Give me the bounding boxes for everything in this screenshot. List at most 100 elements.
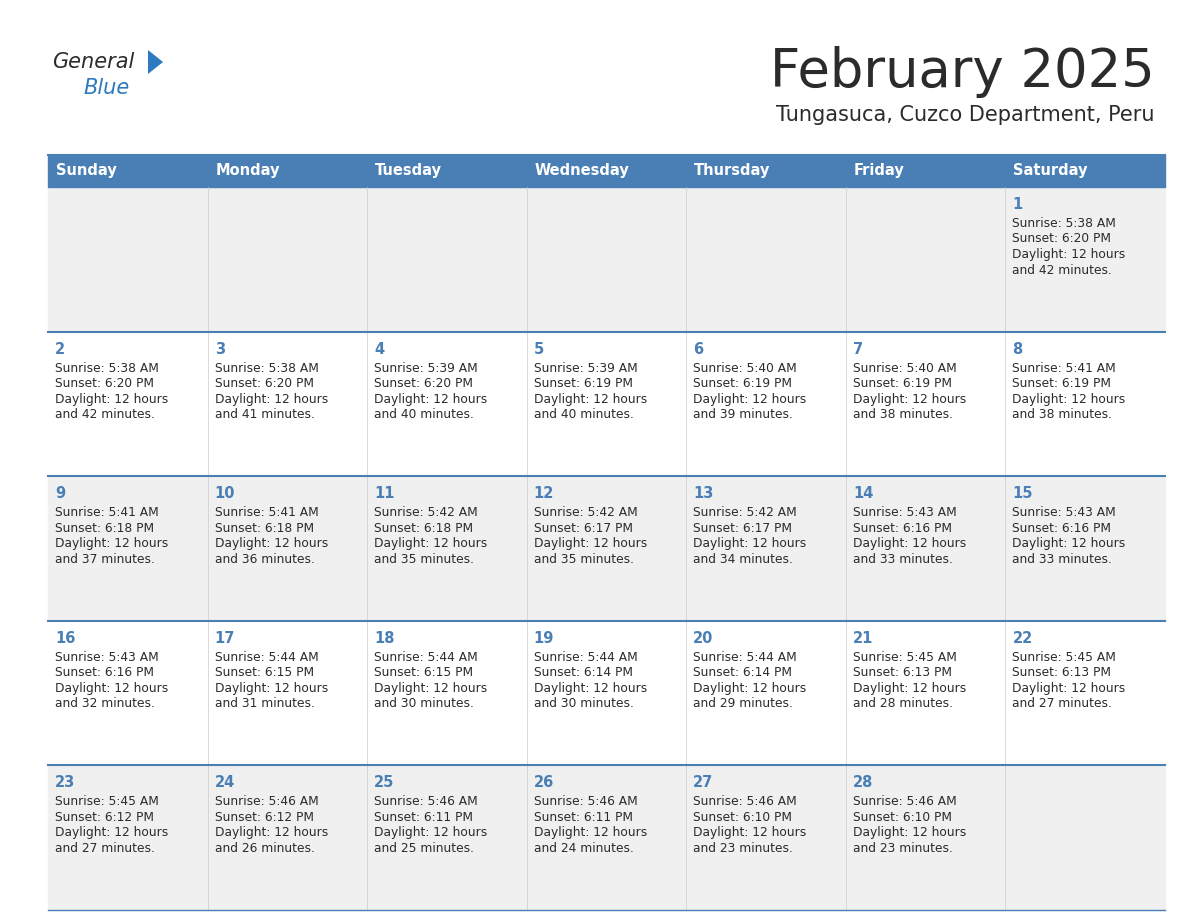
Text: and 35 minutes.: and 35 minutes.: [533, 553, 633, 565]
Text: Daylight: 12 hours: Daylight: 12 hours: [374, 393, 487, 406]
Text: Wednesday: Wednesday: [535, 163, 630, 178]
Text: 11: 11: [374, 487, 394, 501]
Text: Sunset: 6:19 PM: Sunset: 6:19 PM: [1012, 377, 1112, 390]
Text: 3: 3: [215, 341, 225, 356]
Text: and 33 minutes.: and 33 minutes.: [1012, 553, 1112, 565]
Text: 20: 20: [694, 631, 714, 645]
Text: and 42 minutes.: and 42 minutes.: [55, 409, 154, 421]
Text: February 2025: February 2025: [770, 46, 1155, 98]
Text: 12: 12: [533, 487, 554, 501]
Text: Daylight: 12 hours: Daylight: 12 hours: [853, 393, 966, 406]
Text: Sunrise: 5:46 AM: Sunrise: 5:46 AM: [215, 795, 318, 809]
Text: Sunrise: 5:41 AM: Sunrise: 5:41 AM: [1012, 362, 1117, 375]
Text: Sunrise: 5:42 AM: Sunrise: 5:42 AM: [694, 506, 797, 520]
Text: Sunrise: 5:44 AM: Sunrise: 5:44 AM: [694, 651, 797, 664]
Text: Sunrise: 5:44 AM: Sunrise: 5:44 AM: [533, 651, 638, 664]
Bar: [48, 331, 1165, 476]
Text: and 23 minutes.: and 23 minutes.: [853, 842, 953, 855]
Text: 13: 13: [694, 487, 714, 501]
Text: Sunset: 6:19 PM: Sunset: 6:19 PM: [853, 377, 952, 390]
Text: and 41 minutes.: and 41 minutes.: [215, 409, 315, 421]
Text: and 29 minutes.: and 29 minutes.: [694, 698, 794, 711]
Text: Sunset: 6:20 PM: Sunset: 6:20 PM: [55, 377, 154, 390]
Text: Sunday: Sunday: [56, 163, 116, 178]
Text: Daylight: 12 hours: Daylight: 12 hours: [853, 537, 966, 550]
Text: Sunset: 6:20 PM: Sunset: 6:20 PM: [1012, 232, 1112, 245]
Text: 28: 28: [853, 776, 873, 790]
Text: Daylight: 12 hours: Daylight: 12 hours: [215, 826, 328, 839]
Text: and 42 minutes.: and 42 minutes.: [1012, 263, 1112, 276]
Text: Daylight: 12 hours: Daylight: 12 hours: [215, 537, 328, 550]
Text: and 26 minutes.: and 26 minutes.: [215, 842, 315, 855]
Text: Daylight: 12 hours: Daylight: 12 hours: [694, 682, 807, 695]
Text: Sunset: 6:13 PM: Sunset: 6:13 PM: [853, 666, 952, 679]
Text: Sunrise: 5:43 AM: Sunrise: 5:43 AM: [1012, 506, 1117, 520]
Text: and 31 minutes.: and 31 minutes.: [215, 698, 315, 711]
Text: Tungasuca, Cuzco Department, Peru: Tungasuca, Cuzco Department, Peru: [777, 105, 1155, 125]
Text: and 27 minutes.: and 27 minutes.: [1012, 698, 1112, 711]
Text: and 40 minutes.: and 40 minutes.: [374, 409, 474, 421]
Text: Daylight: 12 hours: Daylight: 12 hours: [853, 682, 966, 695]
Text: Daylight: 12 hours: Daylight: 12 hours: [1012, 248, 1126, 261]
Text: and 33 minutes.: and 33 minutes.: [853, 553, 953, 565]
Text: Daylight: 12 hours: Daylight: 12 hours: [853, 826, 966, 839]
Text: 17: 17: [215, 631, 235, 645]
Text: 27: 27: [694, 776, 714, 790]
Bar: [48, 621, 1165, 766]
Text: Sunrise: 5:46 AM: Sunrise: 5:46 AM: [694, 795, 797, 809]
Text: Daylight: 12 hours: Daylight: 12 hours: [694, 826, 807, 839]
Text: Sunrise: 5:38 AM: Sunrise: 5:38 AM: [55, 362, 159, 375]
Text: 21: 21: [853, 631, 873, 645]
Text: and 24 minutes.: and 24 minutes.: [533, 842, 633, 855]
Bar: [48, 476, 1165, 621]
Text: Sunrise: 5:46 AM: Sunrise: 5:46 AM: [374, 795, 478, 809]
Text: Sunset: 6:18 PM: Sunset: 6:18 PM: [374, 521, 473, 534]
Text: 6: 6: [694, 341, 703, 356]
Text: and 23 minutes.: and 23 minutes.: [694, 842, 794, 855]
Text: Tuesday: Tuesday: [375, 163, 442, 178]
Text: and 39 minutes.: and 39 minutes.: [694, 409, 794, 421]
Text: Daylight: 12 hours: Daylight: 12 hours: [694, 393, 807, 406]
Text: Sunset: 6:10 PM: Sunset: 6:10 PM: [853, 811, 952, 823]
Text: 22: 22: [1012, 631, 1032, 645]
Text: Daylight: 12 hours: Daylight: 12 hours: [55, 537, 169, 550]
Text: Sunset: 6:18 PM: Sunset: 6:18 PM: [215, 521, 314, 534]
Text: Sunrise: 5:45 AM: Sunrise: 5:45 AM: [1012, 651, 1117, 664]
Text: Sunset: 6:15 PM: Sunset: 6:15 PM: [215, 666, 314, 679]
Text: and 40 minutes.: and 40 minutes.: [533, 409, 633, 421]
Text: Daylight: 12 hours: Daylight: 12 hours: [533, 393, 647, 406]
Text: 26: 26: [533, 776, 554, 790]
Polygon shape: [148, 50, 163, 74]
Text: Sunset: 6:11 PM: Sunset: 6:11 PM: [374, 811, 473, 823]
Text: and 38 minutes.: and 38 minutes.: [853, 409, 953, 421]
Text: Daylight: 12 hours: Daylight: 12 hours: [55, 826, 169, 839]
Text: Daylight: 12 hours: Daylight: 12 hours: [374, 826, 487, 839]
Text: 15: 15: [1012, 487, 1032, 501]
Text: Sunset: 6:17 PM: Sunset: 6:17 PM: [694, 521, 792, 534]
Text: Daylight: 12 hours: Daylight: 12 hours: [1012, 537, 1126, 550]
Text: and 25 minutes.: and 25 minutes.: [374, 842, 474, 855]
Text: Sunrise: 5:38 AM: Sunrise: 5:38 AM: [1012, 217, 1117, 230]
Text: Friday: Friday: [854, 163, 904, 178]
Text: and 35 minutes.: and 35 minutes.: [374, 553, 474, 565]
Text: Sunset: 6:17 PM: Sunset: 6:17 PM: [533, 521, 633, 534]
Text: Sunset: 6:14 PM: Sunset: 6:14 PM: [694, 666, 792, 679]
Text: 8: 8: [1012, 341, 1023, 356]
Text: Thursday: Thursday: [694, 163, 771, 178]
Bar: [48, 155, 1165, 187]
Text: Sunset: 6:20 PM: Sunset: 6:20 PM: [374, 377, 473, 390]
Text: Sunrise: 5:43 AM: Sunrise: 5:43 AM: [55, 651, 159, 664]
Text: Daylight: 12 hours: Daylight: 12 hours: [1012, 682, 1126, 695]
Text: Sunrise: 5:43 AM: Sunrise: 5:43 AM: [853, 506, 956, 520]
Text: Sunset: 6:20 PM: Sunset: 6:20 PM: [215, 377, 314, 390]
Text: and 38 minutes.: and 38 minutes.: [1012, 409, 1112, 421]
Text: Sunset: 6:16 PM: Sunset: 6:16 PM: [853, 521, 952, 534]
Text: Daylight: 12 hours: Daylight: 12 hours: [55, 393, 169, 406]
Text: Daylight: 12 hours: Daylight: 12 hours: [215, 682, 328, 695]
Text: Sunrise: 5:39 AM: Sunrise: 5:39 AM: [374, 362, 478, 375]
Text: Daylight: 12 hours: Daylight: 12 hours: [374, 682, 487, 695]
Text: 10: 10: [215, 487, 235, 501]
Text: Sunset: 6:11 PM: Sunset: 6:11 PM: [533, 811, 633, 823]
Text: Sunrise: 5:45 AM: Sunrise: 5:45 AM: [853, 651, 956, 664]
Text: Sunrise: 5:38 AM: Sunrise: 5:38 AM: [215, 362, 318, 375]
